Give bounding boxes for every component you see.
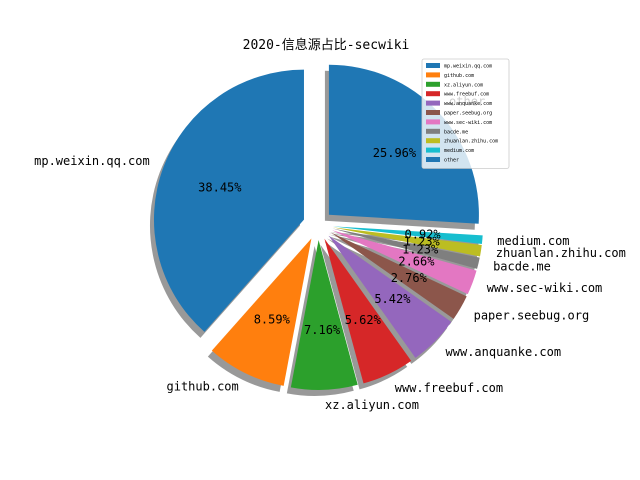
- legend-label-paper-seebug-org: paper.seebug.org: [444, 111, 492, 117]
- pct-label-medium-com: 0.92%: [405, 227, 442, 241]
- slice-www-sec-wiki-com: [332, 230, 477, 295]
- pct-label-xz-aliyun-com: 7.16%: [304, 323, 341, 337]
- legend-swatch-bacde-me: [426, 128, 440, 134]
- outer-label-medium-com: medium.com: [497, 234, 569, 248]
- legend-swatch-mp-weixin-qq-com: [426, 63, 440, 68]
- pct-label-www-freebuf-com: 5.62%: [345, 313, 382, 327]
- legend-swatch-zhuanlan-zhihu-com: [426, 138, 440, 144]
- legend-swatch-www-freebuf-com: [426, 91, 440, 97]
- slice-xz-aliyun-com: [290, 239, 358, 390]
- slice-bacde-me: [332, 228, 480, 269]
- legend-frame: [421, 58, 510, 169]
- pct-label-bacde-me: 1.23%: [402, 242, 439, 256]
- legend-swatch-paper-seebug-org: [426, 110, 440, 115]
- outer-label-bacde-me: bacde.me: [493, 260, 551, 274]
- pct-label-www-anquanke-com: 5.42%: [374, 292, 411, 306]
- legend-label-www-freebuf-com: www.freebuf.com: [444, 92, 489, 98]
- pct-label-github-com: 8.59%: [254, 312, 291, 326]
- pct-label-zhuanlan-zhihu-com: 1.23%: [404, 234, 441, 248]
- legend-label-xz-aliyun-com: xz.aliyun.com: [444, 82, 483, 88]
- slice-other: [328, 64, 479, 224]
- legend-swatch-www-sec-wiki-com: [426, 119, 440, 125]
- legend-label-zhuanlan-zhihu-com: zhuanlan.zhihu.com: [444, 139, 498, 145]
- legend-swatch-medium-com: [426, 147, 440, 153]
- legend-label-medium-com: medium.com: [444, 148, 474, 154]
- legend-swatch-github-com: [426, 72, 440, 78]
- legend-label-mp-weixin-qq-com: mp.weixin.qq.com: [444, 64, 492, 70]
- pct-label-paper-seebug-org: 2.76%: [391, 271, 428, 285]
- slice-medium-com: [332, 226, 483, 245]
- legend-swatch-www-anquanke-com: [426, 100, 440, 106]
- slice-mp-weixin-qq-com: [153, 69, 304, 332]
- slice-www-anquanke-com: [328, 235, 452, 358]
- slice-www-freebuf-com: [324, 238, 412, 384]
- legend-swatch-other: [426, 157, 440, 162]
- slice-github-com: [211, 238, 312, 386]
- outer-label-zhuanlan-zhihu-com: zhuanlan.zhihu.com: [496, 246, 626, 260]
- outer-label-www-freebuf-com: www.freebuf.com: [395, 381, 503, 395]
- outer-label-mp-weixin-qq-com: mp.weixin.qq.com: [34, 154, 150, 168]
- outer-label-github-com: github.com: [167, 380, 239, 394]
- legend-label-other: other: [444, 158, 459, 164]
- pct-label-www-sec-wiki-com: 2.66%: [398, 255, 435, 269]
- legend-label-bacde-me: bacde.me: [444, 129, 468, 135]
- chart-title: 2020-信息源占比-secwiki: [243, 37, 410, 53]
- outer-label-www-anquanke-com: www.anquanke.com: [446, 345, 562, 359]
- pie-wedges: [153, 64, 483, 390]
- pct-label-other: 25.96%: [373, 146, 417, 160]
- legend-label-github-com: github.com: [444, 73, 474, 79]
- legend-swatch-xz-aliyun-com: [426, 81, 440, 87]
- legend-label-www-anquanke-com: www.anquanke.com: [444, 101, 492, 107]
- pct-label-mp-weixin-qq-com: 38.45%: [198, 181, 242, 195]
- outer-label-www-sec-wiki-com: www.sec-wiki.com: [487, 281, 603, 295]
- slice-zhuanlan-zhihu-com: [332, 227, 482, 257]
- legend-label-www-sec-wiki-com: www.sec-wiki.com: [444, 120, 492, 126]
- slice-paper-seebug-org: [330, 232, 467, 319]
- outer-label-xz-aliyun-com: xz.aliyun.com: [325, 398, 419, 412]
- outer-label-paper-seebug-org: paper.seebug.org: [474, 308, 590, 322]
- legend: mp.weixin.qq.com github.com xz.aliyun.com w…: [421, 58, 510, 169]
- percentage-labels: 38.45%8.59%7.16%5.62%5.42%2.76%2.66%1.23…: [198, 146, 441, 337]
